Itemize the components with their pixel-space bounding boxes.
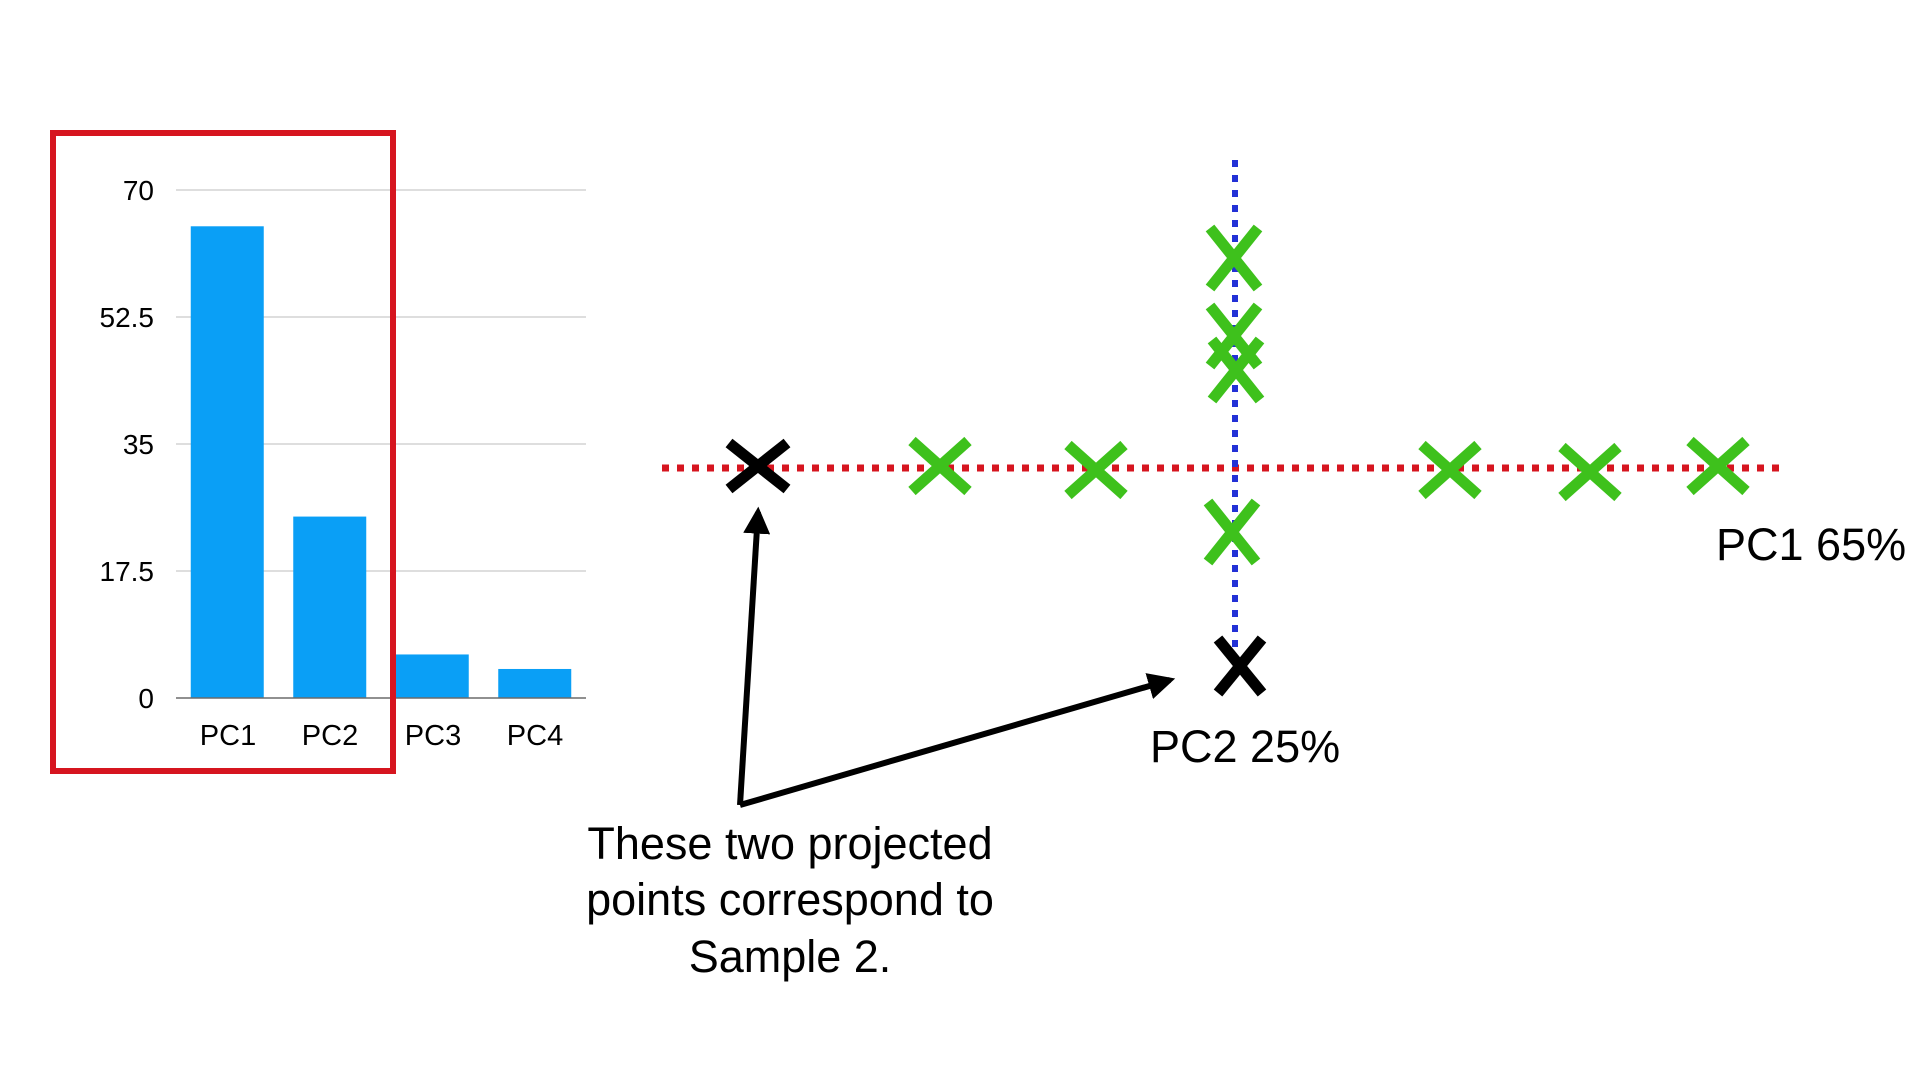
scree-bar-chart: 0 17.5 35 52.5 70 PC1 PC2 PC3 PC4 — [50, 130, 586, 774]
data-points — [908, 224, 1750, 566]
sample-point-pc1-left — [1064, 440, 1128, 500]
sample-point-pc2-top — [1207, 336, 1265, 404]
annotation-line-2: points correspond to — [586, 874, 994, 925]
x-tick-label: PC3 — [405, 720, 461, 752]
pc2-axis-label: PC2 25% — [1150, 721, 1340, 772]
sample-point-pc2-bottom — [1203, 498, 1261, 566]
y-axis-ticks: 0 17.5 35 52.5 70 — [100, 175, 155, 714]
y-tick-label: 17.5 — [100, 556, 155, 587]
x-tick-label: PC1 — [200, 720, 256, 752]
bar-pc4 — [498, 668, 572, 698]
chart-bars — [190, 226, 572, 699]
x-tick-label: PC2 — [302, 720, 358, 752]
y-tick-label: 0 — [138, 683, 154, 714]
sample-point-pc1-right — [1558, 442, 1622, 502]
sample-point-pc1-right — [1418, 440, 1482, 500]
highlight-box — [50, 130, 396, 774]
annotation-line-1: These two projected — [587, 818, 992, 869]
annotation: These two projected points correspond to… — [586, 506, 1176, 982]
bar-pc1 — [190, 226, 264, 699]
sample-point-pc1-right — [1686, 436, 1750, 496]
bar-pc3 — [395, 654, 469, 698]
projection-diagram: PC1 65% PC2 25% — [662, 160, 1906, 772]
x-axis-labels: PC1 PC2 PC3 PC4 — [200, 720, 563, 752]
y-tick-label: 70 — [123, 175, 154, 206]
pc1-axis-label: PC1 65% — [1716, 519, 1906, 570]
annotation-arrow-pc2 — [739, 673, 1176, 808]
x-tick-label: PC4 — [507, 720, 563, 752]
bar-pc2 — [293, 516, 367, 698]
projected-point-sample2-pc2 — [1213, 635, 1267, 697]
y-tick-label: 35 — [123, 429, 154, 460]
sample-point-pc1-left — [908, 436, 972, 496]
sample-point-pc2-top — [1205, 224, 1263, 292]
projected-point-sample2-pc1 — [725, 438, 791, 494]
y-tick-label: 52.5 — [100, 302, 155, 333]
annotation-line-3: Sample 2. — [689, 931, 892, 982]
annotation-arrow-pc1 — [737, 506, 771, 806]
